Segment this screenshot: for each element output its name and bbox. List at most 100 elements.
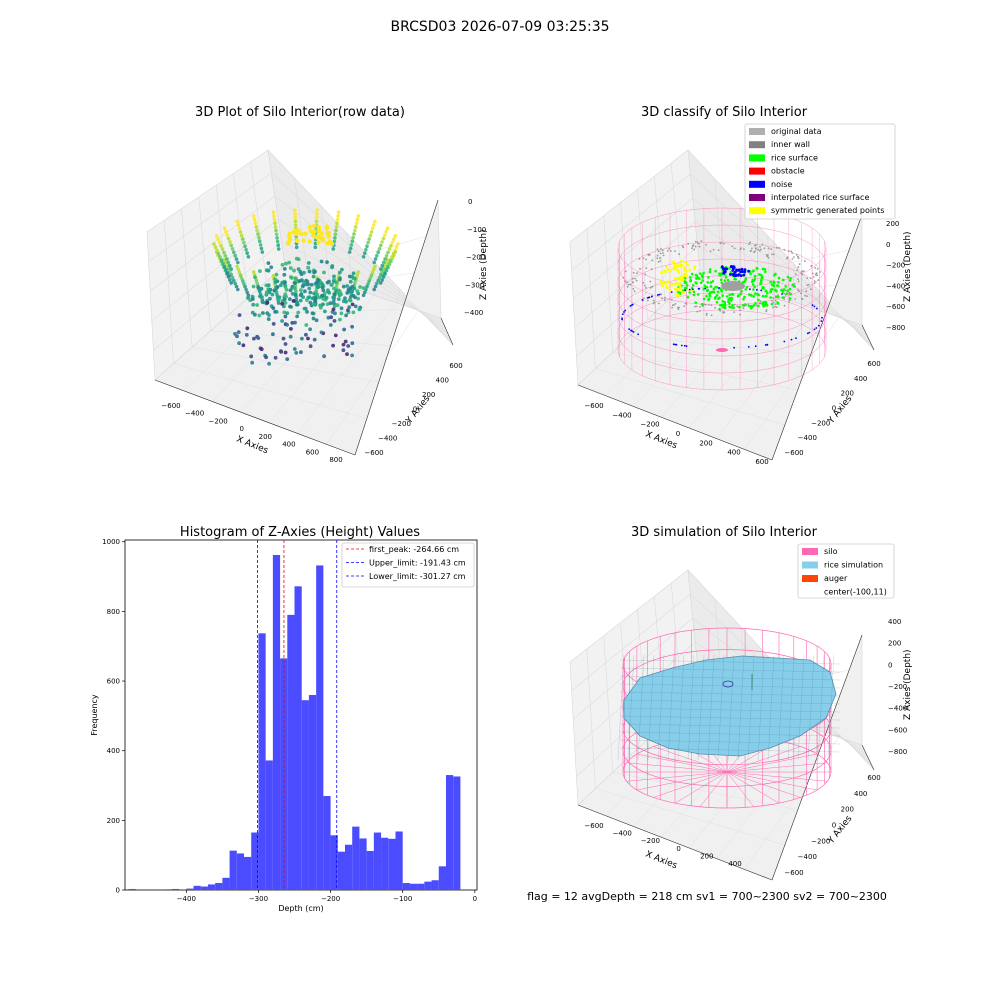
classify-legend-swatch [749, 167, 765, 175]
histogram-bar [272, 554, 281, 890]
raw-y-axis-line [354, 199, 439, 456]
raw-y-tick-label: −400 [378, 435, 397, 443]
histogram-x-tick-label: 0 [473, 895, 477, 903]
raw-x-tick-label: −400 [185, 410, 204, 418]
classify-legend-swatch [749, 180, 765, 188]
histogram-reference-lines [257, 540, 338, 890]
classify-y-tick-label: 200 [841, 390, 854, 398]
histogram-bar [308, 694, 317, 890]
classify-plot-title: 3D classify of Silo Interior [641, 105, 808, 120]
simulation-3d-plot: 3D simulation of Silo Interior −600 −400 −… [569, 525, 913, 881]
histogram-title: Histogram of Z-Axies (Height) Values [180, 525, 420, 540]
classify-y-tick-label: 0 [832, 405, 836, 413]
raw-z-tick-label: −100 [467, 226, 486, 234]
raw-tick-labels: −600−400−2000200400600800−600−400−200020… [161, 198, 486, 464]
histogram-bar [388, 838, 396, 890]
raw-x-axis-line [154, 379, 356, 456]
histogram-legend-label: Lower_limit: -301.27 cm [369, 572, 466, 581]
raw-z-tick-label: 0 [468, 198, 472, 206]
raw-point-cloud [212, 208, 400, 366]
raw-y-tick-label: −200 [392, 420, 411, 428]
histogram-x-tick-label: −200 [321, 895, 340, 903]
simulation-x-tick-label: −400 [613, 830, 632, 838]
classify-y-tick-label: −400 [798, 434, 817, 442]
simulation-y-tick-label: −400 [798, 853, 817, 861]
histogram-bar [417, 883, 425, 890]
histogram-y-tick-label: 400 [107, 747, 120, 755]
histogram-bar [431, 880, 439, 890]
raw-y-tick-label: −600 [364, 449, 383, 457]
histogram-bar [207, 884, 216, 890]
classify-legend-label: inner wall [771, 140, 810, 149]
histogram-bar [229, 850, 237, 890]
simulation-z-tick-label: 400 [888, 618, 901, 626]
raw-z-axis-line [440, 317, 454, 346]
classify-x-tick-label: −200 [640, 421, 659, 429]
histogram-bar [352, 826, 360, 890]
histogram-bar [337, 851, 345, 890]
raw-x-tick-label: 600 [306, 448, 319, 456]
histogram-bar [330, 835, 338, 890]
raw-x-tick-label: 0 [239, 425, 243, 433]
simulation-x-axis-label: X Axies [644, 850, 679, 872]
histogram-bar [424, 881, 432, 890]
simulation-y-tick-label: 200 [841, 806, 854, 814]
raw-z-tick-label: −400 [464, 309, 483, 317]
raw-x-tick-label: −200 [208, 417, 227, 425]
classify-x-tick-label: 0 [676, 430, 680, 438]
classify-y-tick-label: 600 [867, 360, 880, 368]
histogram-bar [345, 844, 353, 890]
histogram-bar [215, 883, 223, 890]
histogram-legend-label: Upper_limit: -191.43 cm [369, 559, 466, 568]
histogram-y-ticks: 0 200 400 600 800 1000 [102, 538, 125, 895]
histogram-bar [244, 856, 252, 890]
classify-legend-label: interpolated rice surface [771, 193, 869, 202]
histogram-bar [453, 776, 461, 890]
histogram-bar [316, 565, 324, 890]
classify-legend-label: symmetric generated points [771, 206, 884, 215]
simulation-z-tick-label: −200 [888, 683, 907, 691]
classify-legend-swatch [749, 207, 765, 215]
classify-z-tick-label: −400 [886, 282, 905, 290]
histogram-bar [200, 886, 208, 890]
classify-x-tick-label: 200 [699, 439, 712, 447]
classify-z-tick-label: −200 [886, 262, 905, 270]
raw-plot-title: 3D Plot of Silo Interior(row data) [195, 105, 405, 120]
classify-y-tick-label: −200 [811, 419, 830, 427]
histogram-bar [171, 888, 180, 890]
simulation-legend-label: silo [824, 547, 838, 556]
simulation-z-axis-line [861, 744, 875, 771]
classify-x-tick-label: −600 [584, 402, 603, 410]
rice-surface-mesh [623, 655, 837, 757]
simulation-z-tick-label: −800 [888, 748, 907, 756]
classify-x-tick-label: 600 [755, 458, 768, 466]
histogram-bar [280, 658, 288, 890]
simulation-tick-labels: −600−400−2000200400−600−400−200020040060… [584, 618, 907, 877]
histogram-bar [323, 795, 331, 890]
histogram-bar [366, 851, 374, 890]
classify-z-tick-label: −800 [886, 324, 905, 332]
histogram-bar [265, 760, 273, 890]
histogram-x-tick-label: −100 [393, 895, 412, 903]
raw-z-tick-label: −200 [466, 254, 485, 262]
histogram-legend: first_peak: -264.66 cm Upper_limit: -191.… [341, 542, 475, 588]
histogram-legend-label: first_peak: -264.66 cm [369, 545, 459, 554]
histogram-y-tick-label: 800 [107, 608, 120, 616]
classify-x-axis-label: X Axies [644, 430, 679, 452]
simulation-legend-label: auger [824, 574, 848, 583]
histogram-bar [294, 586, 302, 890]
classify-legend-label: rice surface [771, 153, 818, 162]
simulation-y-tick-label: 400 [854, 790, 867, 798]
simulation-legend: silo rice simulation auger center(-100,11) [797, 543, 895, 599]
simulation-x-axis-line [577, 804, 773, 881]
histogram-bar [236, 853, 245, 890]
histogram-bar [301, 700, 309, 890]
histogram-bar [128, 888, 136, 890]
histogram-x-tick-label: −300 [249, 895, 268, 903]
rice-simulation-surface [617, 654, 841, 761]
histogram-bar [164, 889, 172, 890]
raw-x-tick-label: 800 [329, 456, 342, 464]
raw-z-axis-label: Z Axies (Depth) [479, 229, 489, 300]
classify-legend: original data inner wall rice surface obsta… [744, 123, 896, 220]
